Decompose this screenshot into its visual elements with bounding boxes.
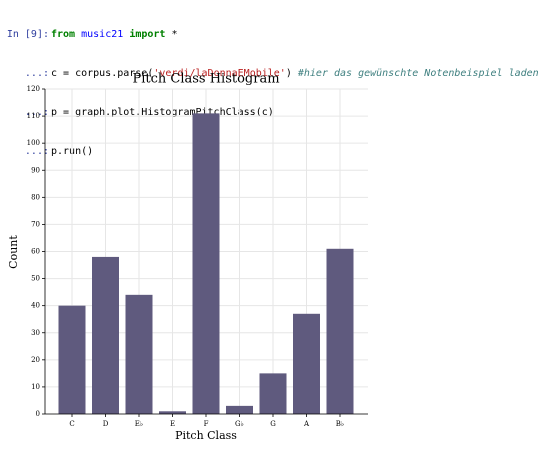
code-text: )	[285, 68, 292, 79]
code-text: *	[165, 29, 178, 40]
bar	[159, 411, 186, 414]
y-tick-label: 90	[31, 166, 40, 174]
bar	[326, 248, 354, 414]
prompt: ...:	[24, 146, 49, 157]
bar	[226, 405, 253, 414]
x-tick-label: C	[69, 420, 74, 428]
keyword: from	[51, 29, 76, 40]
y-tick-label: 50	[31, 275, 40, 283]
string: 'verdi/laDonnaEMobile'	[153, 68, 286, 79]
keyword: import	[129, 29, 166, 40]
y-tick-label: 30	[31, 329, 40, 337]
y-tick-label: 110	[27, 112, 40, 120]
y-tick-label: 100	[27, 139, 40, 147]
bar	[125, 294, 153, 414]
code-line: In [9]: from music21 import *	[0, 28, 547, 41]
x-tick-label: A	[303, 420, 310, 428]
bar	[192, 113, 220, 414]
code-text: c = corpus.parse(	[51, 68, 154, 79]
code-line: ...: p = graph.plot.HistogramPitchClass(c…	[0, 106, 547, 119]
y-tick-label: 20	[31, 356, 40, 364]
y-tick-label: 0	[36, 410, 40, 418]
y-tick-label: 70	[31, 220, 40, 228]
y-tick-label: 40	[31, 302, 40, 310]
y-tick-label: 80	[31, 193, 40, 201]
y-tick-label: 10	[31, 383, 40, 391]
code-text: p = graph.plot.HistogramPitchClass(c)	[51, 107, 274, 118]
prompt: ...:	[24, 68, 49, 79]
x-tick-label: E	[170, 420, 175, 428]
x-tick-label: G♭	[235, 420, 244, 428]
comment: #hier das gewünschte Notenbeispiel laden	[291, 68, 539, 79]
y-axis-label: Count	[7, 235, 20, 269]
code-cell: In [9]: from music21 import * ...: c = cor…	[0, 0, 547, 171]
x-tick-label: E♭	[135, 420, 143, 428]
y-tick-label: 60	[31, 248, 40, 256]
x-tick-label: D	[103, 420, 109, 428]
bar	[293, 313, 320, 414]
x-tick-label: B♭	[336, 420, 344, 428]
bar	[58, 305, 86, 414]
bar	[259, 373, 287, 414]
x-tick-label: G	[270, 420, 276, 428]
module: music21	[81, 29, 124, 40]
prompt: In [9]:	[6, 29, 49, 40]
chart-title: Pitch Class Histogram	[132, 72, 279, 87]
code-line: ...: c = corpus.parse('verdi/laDonnaEMobi…	[0, 67, 547, 80]
x-axis-label: Pitch Class	[175, 429, 237, 442]
prompt: ...:	[24, 107, 49, 118]
y-tick-label: 120	[27, 85, 40, 93]
x-tick-label: F	[204, 420, 209, 428]
bar	[92, 256, 119, 414]
